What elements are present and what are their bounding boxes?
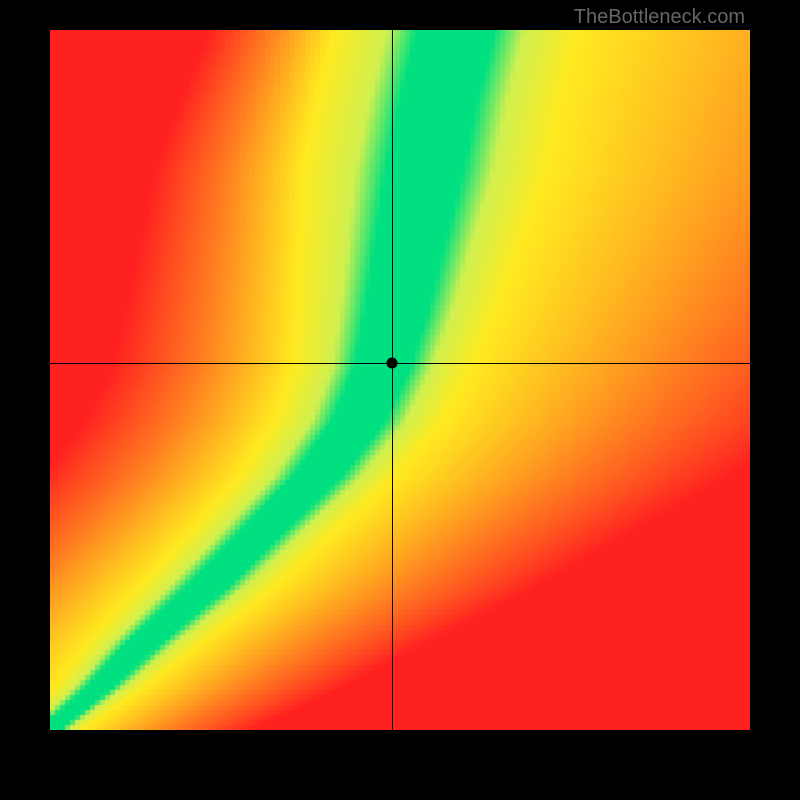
watermark-text: TheBottleneck.com (574, 6, 745, 29)
bottleneck-heatmap (50, 30, 750, 730)
crosshair-marker (386, 357, 397, 368)
crosshair-horizontal (50, 363, 750, 364)
crosshair-vertical (392, 30, 393, 730)
